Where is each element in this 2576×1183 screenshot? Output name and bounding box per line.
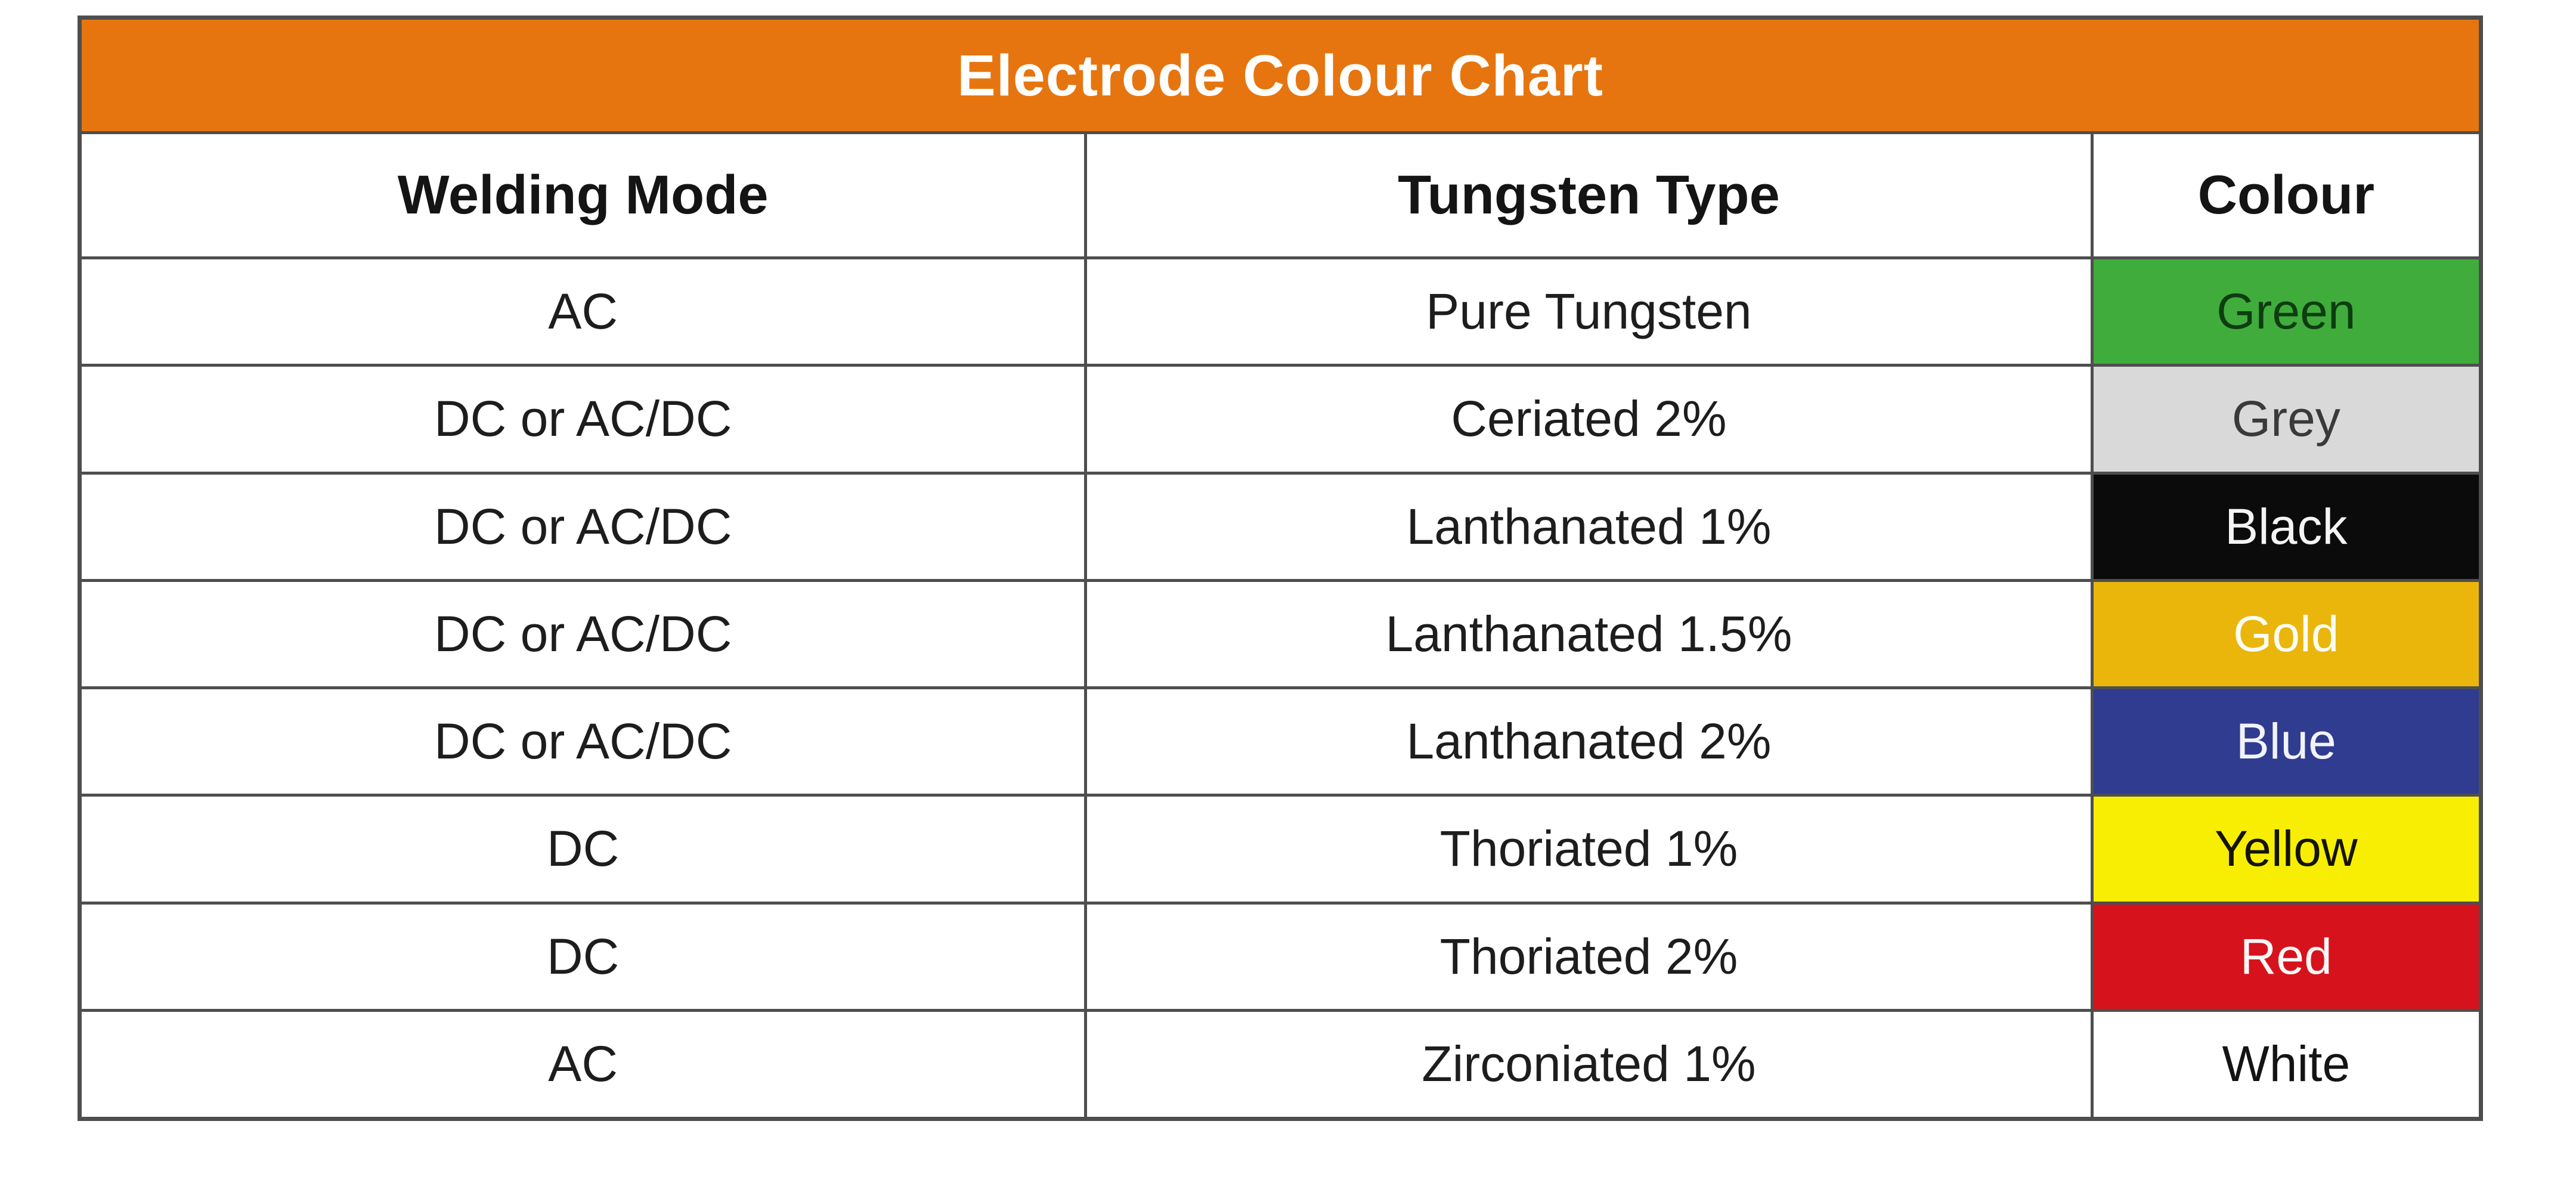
tungsten-type-cell: Thoriated 1% xyxy=(1084,794,2094,905)
table-row: DC or AC/DC Lanthanated 1% Black xyxy=(78,471,2483,582)
tungsten-type-cell: Zirconiated 1% xyxy=(1084,1008,2094,1121)
electrode-colour-chart-table: Electrode Colour Chart Welding Mode Tung… xyxy=(78,16,2483,1121)
table-row: DC Thoriated 2% Red xyxy=(78,901,2483,1012)
table-row: DC or AC/DC Lanthanated 2% Blue xyxy=(78,686,2483,797)
column-header-tungsten-type: Tungsten Type xyxy=(1084,131,2094,259)
colour-swatch-cell: Green xyxy=(2090,256,2483,367)
table-row: AC Zirconiated 1% White xyxy=(78,1008,2483,1121)
welding-mode-cell: DC or AC/DC xyxy=(78,578,1088,690)
column-header-row: Welding Mode Tungsten Type Colour xyxy=(78,131,2483,259)
colour-swatch-cell: Blue xyxy=(2090,686,2483,797)
welding-mode-cell: DC or AC/DC xyxy=(78,686,1088,797)
tungsten-type-cell: Thoriated 2% xyxy=(1084,901,2094,1012)
table-row: AC Pure Tungsten Green xyxy=(78,256,2483,367)
colour-swatch-cell: Black xyxy=(2090,471,2483,582)
welding-mode-cell: AC xyxy=(78,1008,1088,1121)
colour-swatch-cell: White xyxy=(2090,1008,2483,1121)
table-row: DC or AC/DC Ceriated 2% Grey xyxy=(78,364,2483,475)
tungsten-type-cell: Lanthanated 1% xyxy=(1084,471,2094,582)
tungsten-type-cell: Lanthanated 2% xyxy=(1084,686,2094,797)
tungsten-type-cell: Pure Tungsten xyxy=(1084,256,2094,367)
tungsten-type-cell: Lanthanated 1.5% xyxy=(1084,578,2094,690)
column-header-welding-mode: Welding Mode xyxy=(78,131,1088,259)
colour-swatch-cell: Gold xyxy=(2090,578,2483,690)
table-row: DC or AC/DC Lanthanated 1.5% Gold xyxy=(78,578,2483,690)
title-row: Electrode Colour Chart xyxy=(78,16,2482,134)
chart-title: Electrode Colour Chart xyxy=(78,16,2482,134)
welding-mode-cell: DC xyxy=(78,794,1088,905)
welding-mode-cell: DC xyxy=(78,901,1088,1012)
colour-swatch-cell: Red xyxy=(2090,901,2483,1012)
colour-swatch-cell: Yellow xyxy=(2090,794,2483,905)
column-header-colour: Colour xyxy=(2090,131,2483,259)
welding-mode-cell: DC or AC/DC xyxy=(78,471,1088,582)
table-body: AC Pure Tungsten Green DC or AC/DC Ceria… xyxy=(78,256,2483,1121)
welding-mode-cell: AC xyxy=(78,256,1088,367)
welding-mode-cell: DC or AC/DC xyxy=(78,364,1088,475)
tungsten-type-cell: Ceriated 2% xyxy=(1084,364,2094,475)
colour-swatch-cell: Grey xyxy=(2090,364,2483,475)
table-row: DC Thoriated 1% Yellow xyxy=(78,794,2483,905)
